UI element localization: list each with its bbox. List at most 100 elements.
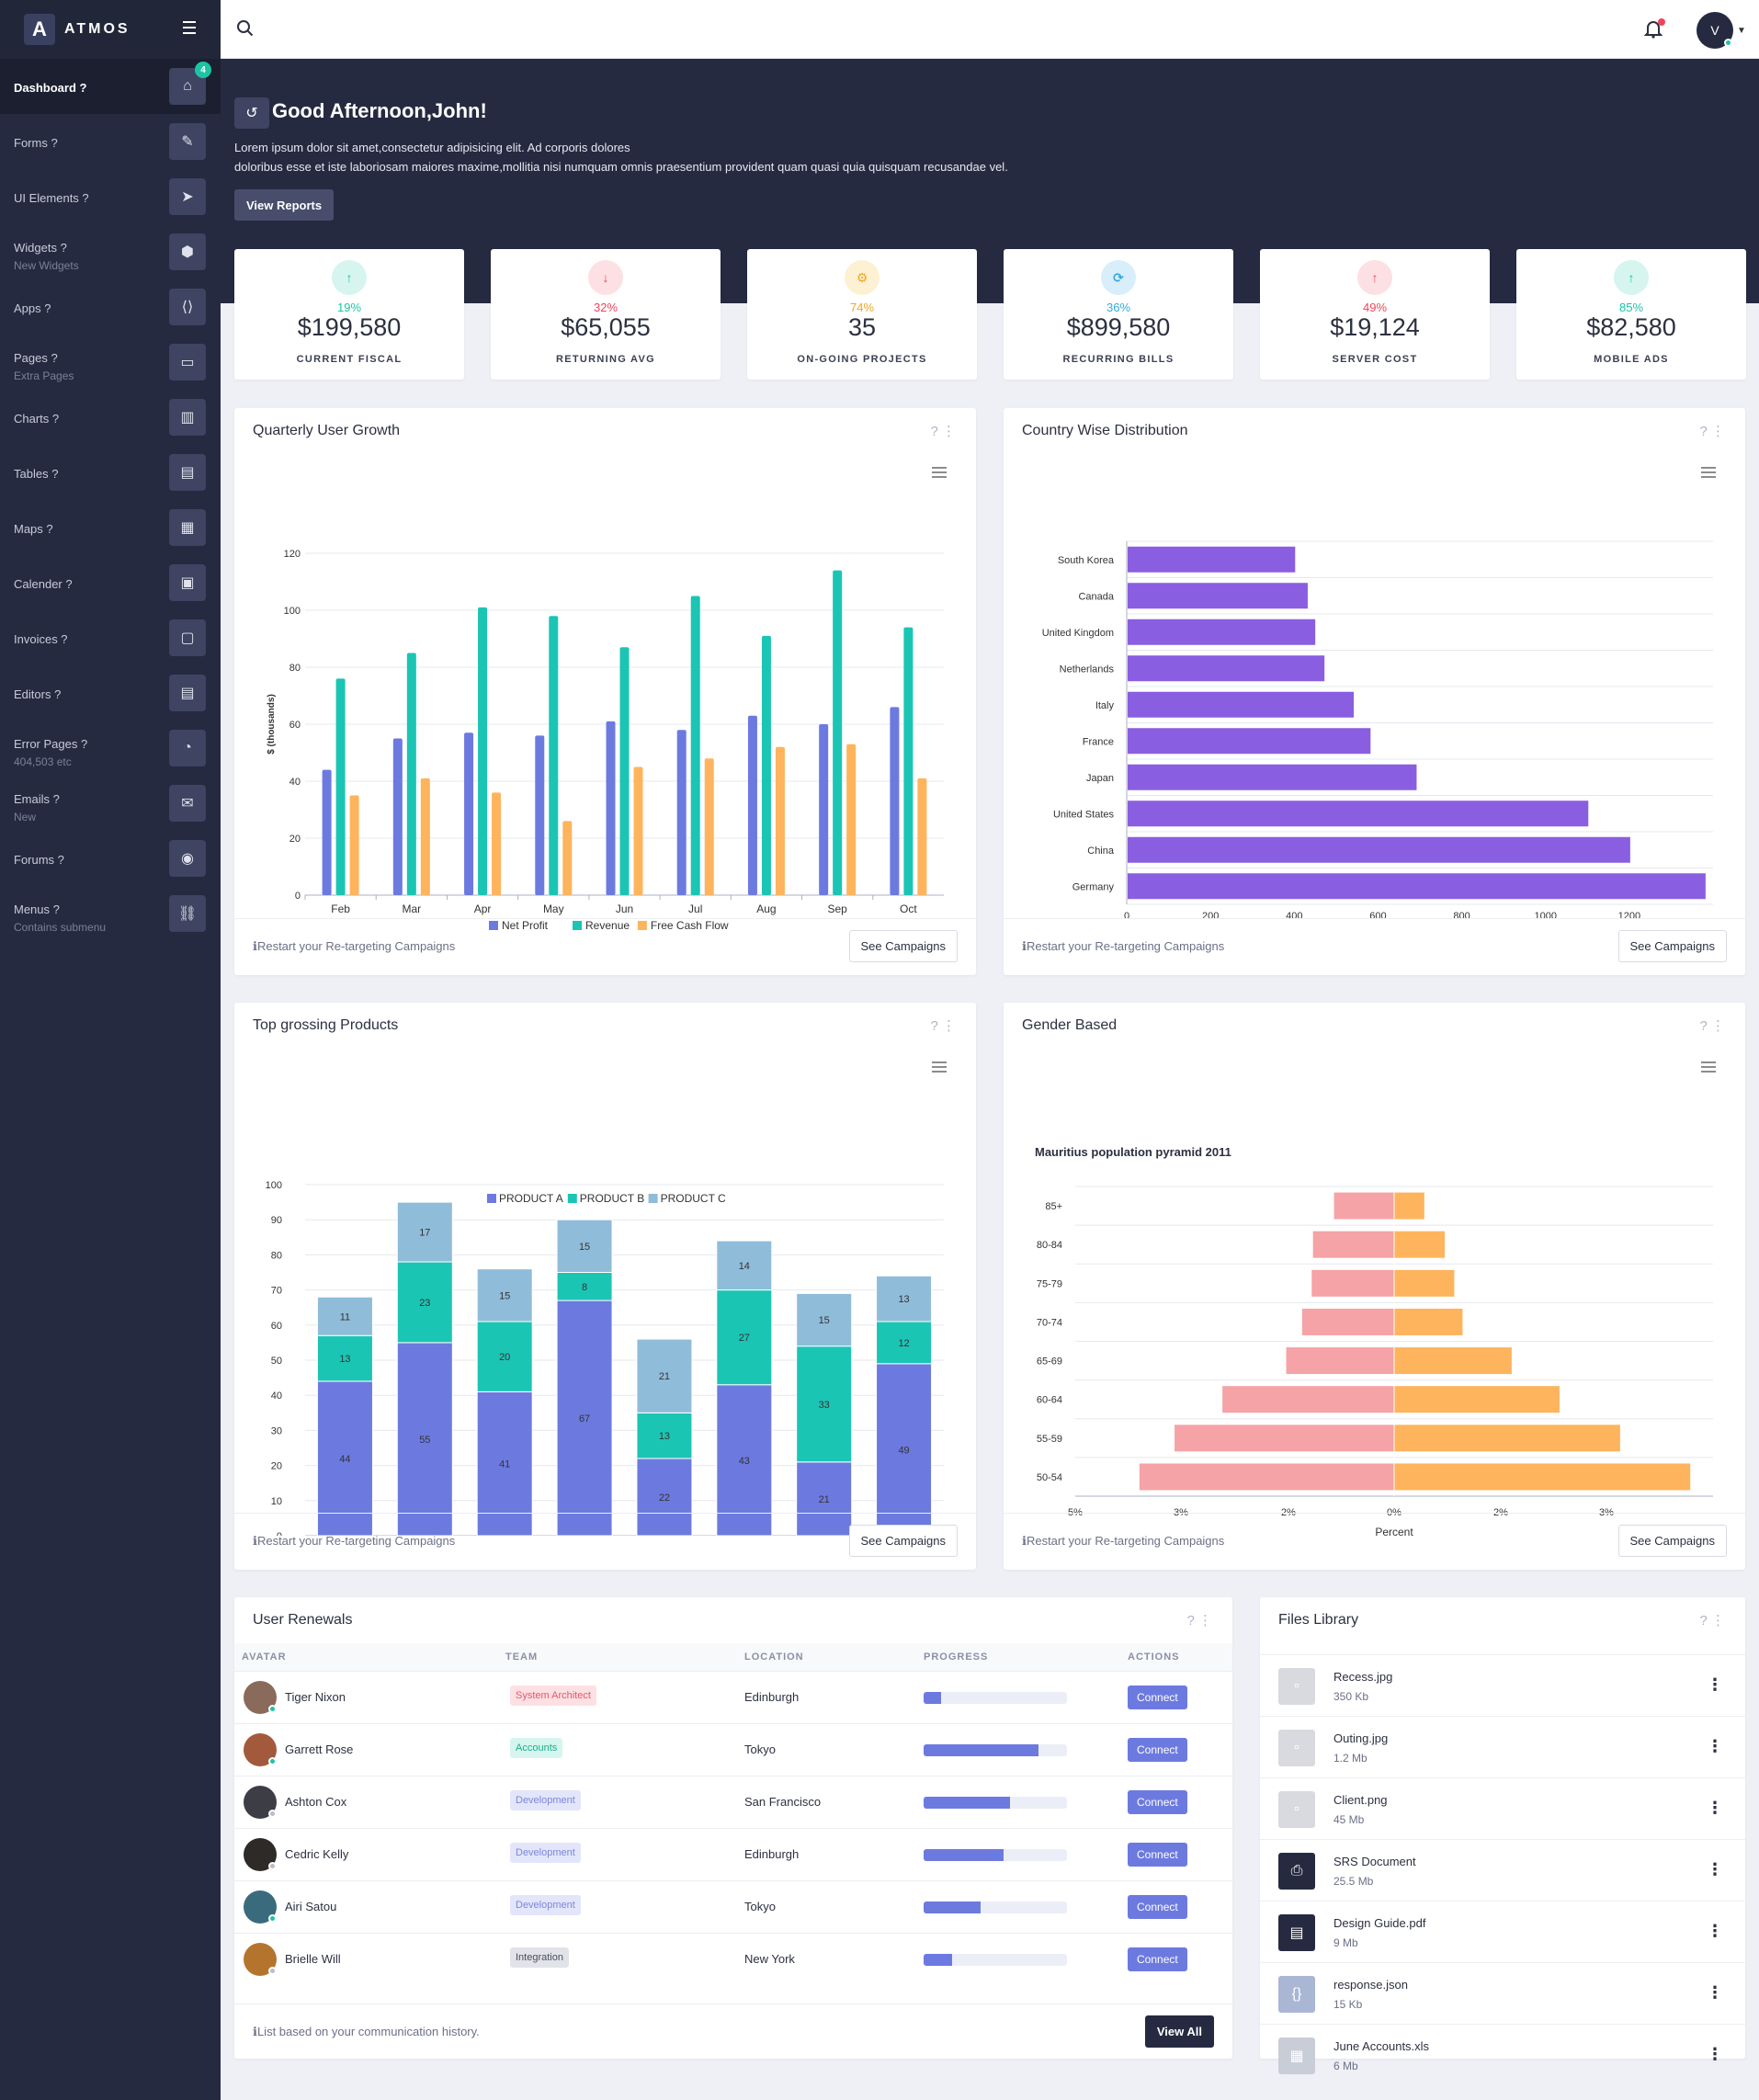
chart-menu-icon[interactable] bbox=[1701, 467, 1716, 478]
bar bbox=[633, 766, 643, 895]
file-item[interactable]: ⎙ SRS Document 25.5 Mb ⋮ bbox=[1260, 1839, 1745, 1901]
connect-button[interactable]: Connect bbox=[1128, 1790, 1187, 1814]
file-size: 6 Mb bbox=[1333, 2060, 1358, 2072]
sidebar-item[interactable]: Maps ? ▦ bbox=[0, 500, 221, 555]
see-campaigns-button[interactable]: See Campaigns bbox=[1617, 1525, 1727, 1557]
sidebar-item[interactable]: Dashboard ? ⌂ bbox=[0, 59, 221, 114]
map-icon[interactable]: ▦ bbox=[169, 509, 206, 546]
card-help-icon[interactable]: ? ⋮ bbox=[1186, 1613, 1212, 1629]
sidebar-item[interactable]: Calender ? ▣ bbox=[0, 555, 221, 610]
see-campaigns-button[interactable]: See Campaigns bbox=[848, 1525, 958, 1557]
sidebar-item[interactable]: Forums ? ◉ bbox=[0, 831, 221, 886]
sidebar-item[interactable]: Tables ? ▤ bbox=[0, 445, 221, 500]
bar bbox=[690, 596, 700, 895]
more-options-icon[interactable]: ⋮ bbox=[1707, 1799, 1723, 1817]
footer-label: Restart your Re-targeting Campaigns bbox=[256, 939, 456, 953]
folder-icon[interactable]: ▭ bbox=[169, 344, 206, 380]
card-help-icon[interactable]: ? ⋮ bbox=[1699, 424, 1725, 439]
sidebar-item[interactable]: Editors ? ▤ bbox=[0, 665, 221, 721]
email-icon[interactable]: ✉ bbox=[169, 785, 206, 822]
more-options-icon[interactable]: ⋮ bbox=[1707, 1860, 1723, 1879]
bar-chart-icon[interactable]: ▥ bbox=[169, 399, 206, 436]
sidebar-item[interactable]: Emails ? New ✉ bbox=[0, 776, 221, 831]
more-options-icon[interactable]: ⋮ bbox=[1707, 2045, 1723, 2063]
x-tick-label: Feb bbox=[331, 902, 350, 915]
connect-button[interactable]: Connect bbox=[1128, 1686, 1187, 1709]
legend-swatch bbox=[637, 921, 647, 930]
sidebar-item[interactable]: Widgets ? New Widgets ⬢ bbox=[0, 224, 221, 279]
sidebar: A ATMOS 4 Dashboard ? ⌂ Forms ? ✎ UI Element… bbox=[0, 0, 221, 2100]
view-all-button[interactable]: View All bbox=[1144, 2015, 1214, 2048]
data-label: 11 bbox=[340, 1311, 350, 1322]
connect-button[interactable]: Connect bbox=[1128, 1843, 1187, 1867]
more-options-icon[interactable]: ⋮ bbox=[1707, 1922, 1723, 1940]
data-label: 55 bbox=[419, 1435, 430, 1446]
bar bbox=[619, 647, 630, 895]
greeting-title: Good Afternoon,John! bbox=[272, 99, 487, 122]
see-campaigns-button[interactable]: See Campaigns bbox=[1617, 930, 1727, 962]
data-label: 21 bbox=[659, 1371, 670, 1382]
sidebar-item[interactable]: Apps ? ⟨⟩ bbox=[0, 279, 221, 335]
file-item[interactable]: ▫ Client.png 45 Mb ⋮ bbox=[1260, 1777, 1745, 1839]
file-item[interactable]: {} response.json 15 Kb ⋮ bbox=[1260, 1962, 1745, 2024]
file-item[interactable]: ▫ Recess.jpg 350 Kb ⋮ bbox=[1260, 1654, 1745, 1716]
sidebar-item[interactable]: Menus ? Contains submenu ⛓ bbox=[0, 886, 221, 941]
table-icon[interactable]: ▤ bbox=[169, 454, 206, 491]
more-options-icon[interactable]: ⋮ bbox=[1707, 1675, 1723, 1694]
data-label: 13 bbox=[898, 1294, 909, 1305]
file-name: Recess.jpg bbox=[1333, 1670, 1393, 1684]
sidebar-item[interactable]: Charts ? ▥ bbox=[0, 390, 221, 445]
sidebar-item[interactable]: UI Elements ? ➤ bbox=[0, 169, 221, 224]
x-tick-label: Jul bbox=[688, 902, 702, 915]
connect-button[interactable]: Connect bbox=[1128, 1947, 1187, 1971]
menu-toggle-icon[interactable] bbox=[180, 18, 199, 42]
file-item[interactable]: ▫ Outing.jpg 1.2 Mb ⋮ bbox=[1260, 1716, 1745, 1777]
card-help-icon[interactable]: ? ⋮ bbox=[1699, 1613, 1725, 1629]
sidebar-item[interactable]: Error Pages ? 404,503 etc ◔ bbox=[0, 721, 221, 776]
search-icon[interactable] bbox=[235, 18, 257, 40]
chart-menu-icon[interactable] bbox=[932, 1061, 947, 1073]
sidebar-item[interactable]: Pages ? Extra Pages ▭ bbox=[0, 335, 221, 390]
y-tick-label: 20 bbox=[289, 834, 301, 845]
table-row: Cedric Kelly Development Edinburgh Connect bbox=[234, 1828, 1232, 1880]
y-tick-label: 50-54 bbox=[1037, 1472, 1062, 1483]
editor-icon[interactable]: ▤ bbox=[169, 675, 206, 711]
sidebar-item[interactable]: Forms ? ✎ bbox=[0, 114, 221, 169]
y-tick-label: United States bbox=[1053, 809, 1115, 820]
more-options-icon[interactable]: ⋮ bbox=[1707, 1983, 1723, 2002]
footer-label: List based on your communication history… bbox=[256, 2025, 480, 2038]
more-options-icon[interactable]: ⋮ bbox=[1707, 1737, 1723, 1755]
chat-icon[interactable]: ◉ bbox=[169, 840, 206, 877]
chevron-down-icon[interactable]: ▼ bbox=[1737, 26, 1746, 36]
pie-icon[interactable]: ◔ bbox=[169, 730, 206, 766]
sidebar-item[interactable]: Invoices ? ▢ bbox=[0, 610, 221, 665]
bell-icon[interactable] bbox=[1643, 18, 1665, 40]
bar-segment bbox=[476, 1321, 533, 1392]
card-help-icon[interactable]: ? ⋮ bbox=[930, 1018, 956, 1034]
greeting-text-line: doloribus esse et iste laboriosam maiore… bbox=[234, 160, 1008, 174]
bar bbox=[890, 707, 900, 895]
card-help-icon[interactable]: ? ⋮ bbox=[1699, 1018, 1725, 1034]
code-icon[interactable]: ⟨⟩ bbox=[169, 289, 206, 325]
card-help-icon[interactable]: ? ⋮ bbox=[930, 424, 956, 439]
refresh-icon[interactable]: ↺ bbox=[234, 97, 269, 129]
file-item[interactable]: ▤ Design Guide.pdf 9 Mb ⋮ bbox=[1260, 1901, 1745, 1962]
cursor-icon[interactable]: ➤ bbox=[169, 178, 206, 215]
see-campaigns-button[interactable]: See Campaigns bbox=[848, 930, 958, 962]
chart-menu-icon[interactable] bbox=[1701, 1061, 1716, 1073]
invoice-icon[interactable]: ▢ bbox=[169, 619, 206, 656]
connect-button[interactable]: Connect bbox=[1128, 1895, 1187, 1919]
widget-icon[interactable]: ⬢ bbox=[169, 233, 206, 270]
view-reports-button[interactable]: View Reports bbox=[234, 189, 335, 221]
bar bbox=[535, 735, 545, 895]
calendar-icon[interactable]: ▣ bbox=[169, 564, 206, 601]
pencil-icon[interactable]: ✎ bbox=[169, 123, 206, 160]
brand-logo[interactable]: A bbox=[24, 14, 55, 45]
chart-menu-icon[interactable] bbox=[932, 467, 947, 478]
table-row: Tiger Nixon System Architect Edinburgh Conn… bbox=[234, 1671, 1232, 1723]
link-icon[interactable]: ⛓ bbox=[169, 895, 206, 932]
file-item[interactable]: ▦ June Accounts.xls 6 Mb ⋮ bbox=[1260, 2024, 1745, 2085]
column-header: LOCATION bbox=[744, 1652, 804, 1663]
team-badge: Development bbox=[510, 1843, 581, 1863]
connect-button[interactable]: Connect bbox=[1128, 1738, 1187, 1762]
